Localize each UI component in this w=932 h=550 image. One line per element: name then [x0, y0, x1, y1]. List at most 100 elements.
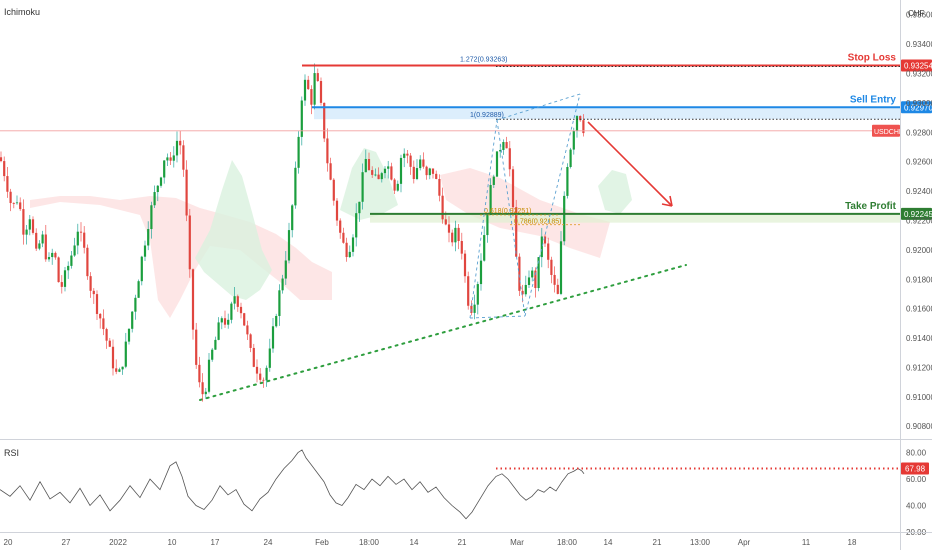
candle-body	[495, 151, 499, 177]
cloud-red	[30, 196, 332, 318]
candle-body	[457, 227, 460, 242]
candle-body	[454, 227, 457, 243]
candle-body	[428, 168, 431, 176]
candle-body	[511, 169, 515, 208]
candle-body	[284, 260, 287, 279]
time-tick-label: 21	[458, 538, 467, 547]
candle-body	[499, 150, 502, 152]
candle-body	[79, 231, 83, 233]
candle-body	[99, 313, 102, 319]
candle-body	[559, 241, 563, 294]
candle-body	[377, 174, 380, 180]
candle-body	[86, 247, 89, 277]
candle-body	[540, 236, 543, 258]
candle-body	[326, 138, 329, 164]
candle-body	[73, 245, 76, 256]
candle-body	[505, 142, 508, 149]
sell-entry-zone	[314, 107, 900, 120]
trendlines	[199, 264, 687, 401]
candle-body	[191, 269, 195, 330]
candle-body	[102, 318, 105, 330]
candle-body	[278, 290, 281, 316]
candle-body	[342, 232, 345, 243]
candle-body	[556, 284, 559, 294]
fib-label: 1.272(0.93263)	[460, 57, 507, 64]
candle-body	[25, 229, 28, 235]
candle-body	[399, 157, 403, 184]
take-profit-zone	[370, 213, 900, 223]
candle-body	[435, 173, 438, 179]
candle-body	[508, 148, 511, 170]
time-tick-label: 24	[264, 538, 273, 547]
candle-body	[236, 296, 239, 307]
time-tick-label: 20	[4, 538, 13, 547]
candle-body	[12, 203, 15, 204]
candle-body	[223, 318, 227, 325]
candle-body	[28, 219, 31, 230]
price-tick-label: 0.90800	[906, 422, 932, 431]
candle-body	[438, 178, 441, 196]
candle-body	[527, 277, 531, 285]
candle-body	[553, 274, 556, 285]
level-name: Take Profit	[845, 201, 897, 212]
candle-body	[54, 252, 57, 258]
candle-body	[207, 359, 211, 392]
candle-body	[403, 153, 406, 158]
candle-body	[489, 184, 492, 216]
candle-body	[332, 179, 335, 201]
levels: Stop Loss 0.93254 Sell Entry 0.92970 Take Pr…	[0, 53, 932, 220]
time-tick-label: 27	[62, 538, 71, 547]
candle-body	[246, 325, 249, 335]
projection-arrow	[587, 121, 673, 207]
candle-body	[15, 202, 19, 204]
candle-body	[524, 284, 527, 295]
candle-body	[406, 153, 409, 156]
candles	[0, 63, 585, 402]
candle-body	[265, 367, 268, 381]
candle-body	[473, 304, 476, 313]
candle-body	[307, 79, 310, 90]
candle-body	[147, 229, 150, 246]
candle-body	[156, 185, 159, 193]
candle-body	[140, 256, 143, 282]
candle-body	[243, 313, 246, 326]
candle-body	[355, 213, 358, 238]
level-tag: 0.92245	[904, 210, 932, 219]
candle-body	[531, 270, 534, 278]
candle-body	[425, 166, 428, 176]
level-tag-bg	[901, 207, 932, 220]
candle-body	[431, 168, 435, 174]
candle-body	[105, 329, 108, 341]
candle-body	[451, 232, 454, 243]
candle-body	[476, 284, 479, 305]
candle-body	[294, 167, 297, 206]
projection-arrowhead	[661, 195, 673, 207]
candle-body	[217, 322, 220, 340]
candle-body	[31, 219, 35, 233]
candle-body	[351, 237, 355, 252]
candle-body	[227, 319, 230, 325]
candle-body	[271, 326, 275, 349]
candle-body	[287, 230, 291, 261]
cloud-green	[340, 148, 398, 220]
candle-body	[172, 155, 175, 161]
rsi-label: RSI	[4, 448, 19, 458]
candle-body	[534, 270, 537, 289]
candle-body	[575, 116, 579, 131]
candle-body	[201, 382, 204, 395]
indicator-label: Ichimoku	[4, 7, 40, 17]
candle-body	[262, 379, 265, 381]
candle-body	[211, 349, 214, 360]
candle-body	[518, 256, 521, 291]
candle-body	[380, 173, 383, 180]
time-tick-label: Feb	[315, 538, 329, 547]
